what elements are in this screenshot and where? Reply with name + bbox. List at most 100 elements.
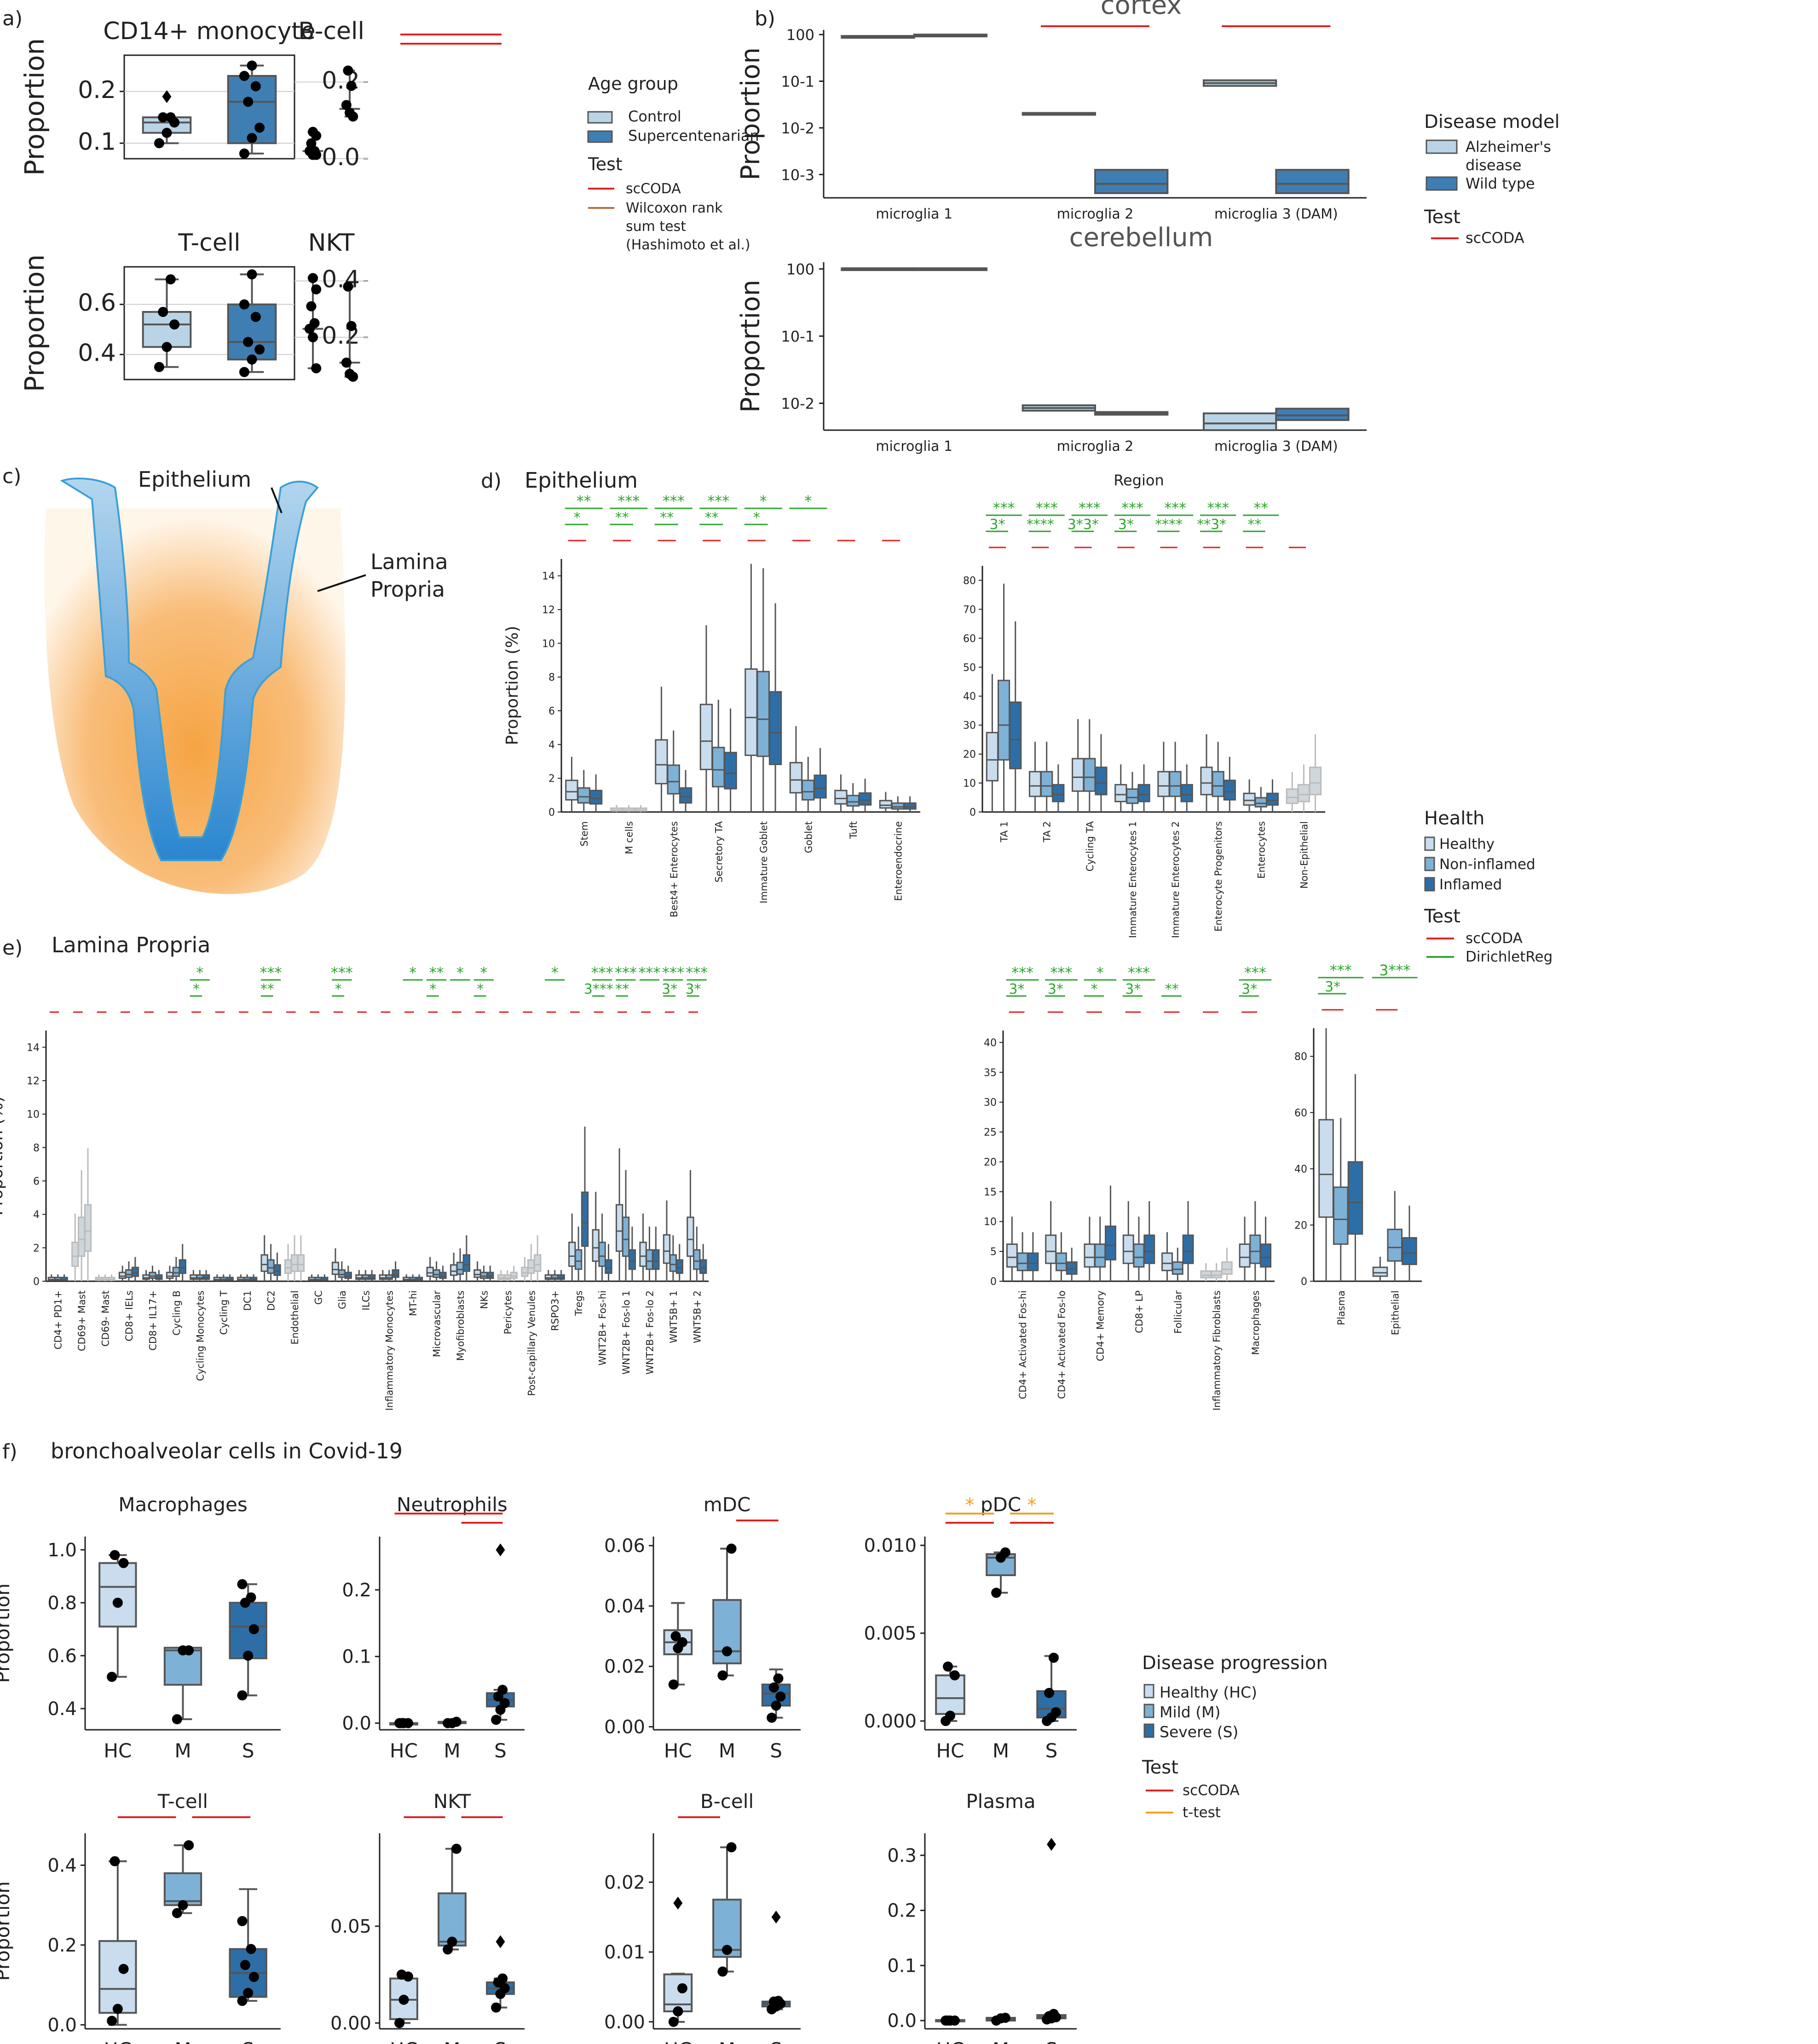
data-point [717, 1670, 728, 1681]
x-tick-label: Follicular [1172, 1290, 1183, 1334]
y-tick-label: 100 [786, 261, 814, 278]
box [756, 671, 770, 757]
x-tick-label: WNT2B+ Fos-lo 1 [621, 1290, 632, 1375]
sig-label-dirichlet: *** [260, 964, 282, 981]
x-tick-label: M [174, 1739, 191, 1762]
data-point [311, 284, 322, 294]
chart-title: NKT [308, 229, 355, 257]
box [1072, 758, 1085, 792]
plot-frame [123, 54, 295, 160]
y-tick-label: 0 [1301, 1276, 1307, 1288]
sig-label-dirichlet: ** [1253, 499, 1268, 517]
chart-title: Neutrophils [397, 1493, 508, 1516]
sig-label-dirichlet: **** [1155, 517, 1183, 533]
data-point [240, 1960, 250, 1970]
data-point [250, 81, 261, 92]
data-point [673, 2006, 683, 2017]
y-axis-label: Proportion [736, 280, 766, 413]
y-tick-label: 10-2 [781, 395, 814, 413]
y-tick-label: 0.005 [864, 1623, 917, 1644]
box [699, 703, 713, 771]
data-point [943, 2015, 953, 2026]
sig-star-ttest: * [1027, 1495, 1037, 1516]
data-point [107, 1671, 117, 1682]
box [172, 1267, 180, 1277]
data-point [309, 318, 320, 328]
data-point [239, 299, 249, 310]
x-tick-label: S [242, 2038, 254, 2044]
box [1372, 1267, 1388, 1277]
box [551, 1274, 559, 1280]
legend-b-item-wt: Wild type [1466, 175, 1535, 192]
box [687, 1216, 694, 1257]
legend-b-item-ad1: Alzheimer's [1466, 138, 1551, 155]
x-tick-label: microglia 2 [1057, 438, 1134, 455]
box [98, 1562, 137, 1628]
box [663, 1234, 671, 1264]
data-point [243, 97, 254, 107]
box [98, 1940, 137, 2014]
x-tick-label: M [719, 1739, 735, 1762]
box [544, 1274, 553, 1280]
sig-label-dirichlet: * [574, 510, 581, 526]
panel-d-letter: d) [481, 469, 502, 493]
data-point [726, 1543, 737, 1554]
y-tick-label: 0.1 [78, 128, 116, 155]
y-tick-label: 0.00 [604, 1716, 645, 1738]
data-point [497, 1685, 508, 1695]
y-tick-label: 40 [984, 1037, 997, 1049]
y-tick-label: 0.8 [47, 1593, 77, 1614]
data-point [248, 1972, 259, 1982]
data-point [343, 281, 353, 292]
x-tick-label: Goblet [803, 821, 814, 853]
x-tick-label: WNT5B+ 1 [668, 1290, 679, 1343]
legend-f-swatch-s [1143, 1723, 1154, 1738]
chart-f-7: Plasma 0.0 0.1 0.2 0.3 HC M S [887, 1790, 1077, 2044]
legend-f-swatch-hc [1143, 1684, 1154, 1699]
x-tick-label: NKs [479, 1290, 490, 1309]
x-tick-label: Cycling TA [1085, 821, 1096, 871]
data-point [1000, 2013, 1010, 2023]
box [1083, 758, 1096, 792]
data-point [308, 127, 318, 137]
sig-label-dirichlet: 3* [686, 981, 701, 997]
x-tick-label: Immature Goblet [758, 821, 769, 904]
data-point [722, 1646, 732, 1657]
sig-label-dirichlet: *** [1128, 964, 1150, 981]
y-tick-label: 0.0 [47, 2015, 77, 2036]
box [462, 1254, 471, 1272]
box [1221, 1261, 1233, 1275]
box [229, 1601, 267, 1659]
sig-label-dirichlet: 3*3* [1068, 517, 1099, 533]
data-point [154, 138, 164, 149]
box [802, 779, 815, 801]
box [1172, 1261, 1183, 1275]
data-point [447, 1936, 457, 1947]
chart-title: pDC [981, 1493, 1021, 1516]
y-tick-label: 14 [542, 571, 555, 582]
x-tick-label: Non-Epithelial [1299, 821, 1310, 889]
data-point [158, 307, 168, 317]
y-axis-label: Proportion [19, 38, 50, 176]
box [1040, 771, 1053, 797]
x-tick-label: microglia 3 (DAM) [1214, 438, 1338, 455]
box [1203, 412, 1277, 431]
x-tick-label: M [444, 1739, 460, 1762]
x-tick-label: M [444, 2038, 460, 2044]
y-tick-label: 10 [984, 1216, 997, 1228]
y-tick-label: 12 [27, 1076, 40, 1087]
y-tick-label: 70 [963, 604, 976, 616]
y-tick-label: 0.04 [604, 1596, 645, 1617]
legend-d-item-infl: Inflamed [1439, 876, 1502, 893]
y-tick-label: 50 [963, 662, 976, 674]
box [581, 1192, 589, 1247]
chart-f-4: T-cell Proportion 0.0 0.2 0.4 HC M S [0, 1790, 281, 2044]
sig-label-dirichlet: ** [615, 510, 629, 526]
epithelium-layer [60, 478, 319, 861]
box [450, 1264, 458, 1276]
data-point [396, 1969, 407, 1980]
box [646, 1249, 653, 1270]
sig-label-dirichlet: ** [260, 981, 274, 997]
outlier [496, 1935, 505, 1948]
